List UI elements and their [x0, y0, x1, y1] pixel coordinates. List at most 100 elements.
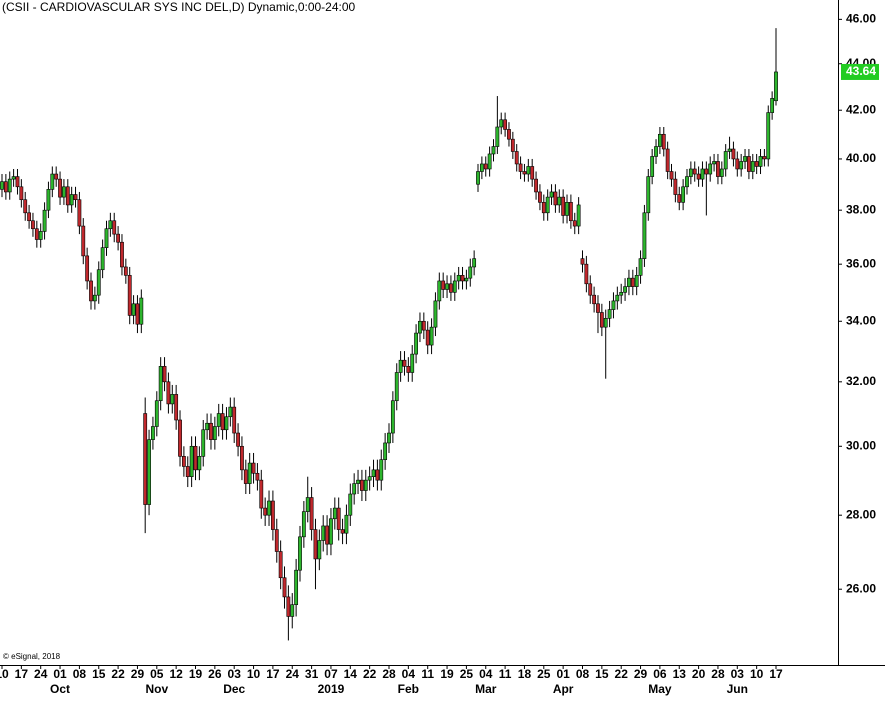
candle-body — [313, 529, 318, 560]
month-label: May — [648, 682, 672, 696]
candle-body — [181, 456, 186, 467]
candle-body — [209, 422, 213, 440]
candle-body — [735, 158, 740, 170]
candle-body — [762, 156, 767, 160]
candle-body — [507, 129, 511, 140]
candle-body — [81, 225, 86, 257]
x-tick-label: 17 — [769, 667, 783, 681]
candle-body — [197, 456, 202, 471]
candle-body — [85, 255, 90, 282]
candle-body — [719, 168, 724, 177]
candle-body — [31, 220, 35, 230]
candle-body — [158, 366, 163, 402]
y-tick-label: 28.00 — [846, 507, 876, 521]
y-tick-label: 38.00 — [846, 202, 876, 216]
candle-body — [534, 178, 538, 193]
candle-body — [139, 297, 144, 325]
candle-body — [615, 294, 620, 302]
candle-body — [42, 209, 47, 232]
candle-body — [27, 212, 31, 222]
candle-body — [15, 176, 20, 188]
candle-body — [766, 112, 771, 160]
month-label: Oct — [50, 682, 70, 696]
x-tick-label: 28 — [382, 667, 396, 681]
candle-body — [19, 186, 24, 201]
candle-body — [375, 469, 380, 481]
candle-body — [460, 275, 465, 282]
candle-body — [750, 161, 755, 172]
y-tick-label: 30.00 — [846, 438, 876, 452]
candle-body — [657, 133, 662, 147]
candle-body — [286, 596, 291, 617]
candle-body — [665, 148, 670, 172]
candle-body — [100, 247, 105, 271]
candle-body — [162, 366, 167, 383]
candle-body — [518, 163, 523, 172]
candle-body — [468, 266, 473, 279]
candle-body — [174, 394, 179, 421]
x-tick-label: 15 — [595, 667, 609, 681]
candle-body — [681, 186, 686, 203]
x-tick-label: 12 — [169, 667, 183, 681]
x-tick-label: 24 — [286, 667, 300, 681]
candle-body — [588, 283, 593, 296]
x-tick-label: 10 — [0, 667, 9, 681]
x-tick-label: 19 — [189, 667, 203, 681]
candle-body — [483, 163, 488, 170]
candle-body — [294, 569, 299, 605]
candle-body — [650, 156, 655, 177]
candle-body — [716, 161, 720, 177]
candle-body — [495, 126, 500, 147]
candle-body — [332, 507, 337, 520]
candle-body — [568, 202, 573, 222]
candle-body — [11, 176, 16, 180]
candle-body — [170, 394, 175, 405]
candle-body — [619, 292, 624, 296]
y-tick-label: 46.00 — [846, 12, 876, 26]
candle-body — [131, 303, 136, 316]
candle-body — [418, 320, 422, 334]
candle-body — [731, 148, 736, 160]
candle-body — [189, 445, 194, 478]
candle-body — [510, 138, 515, 152]
month-label: Mar — [475, 682, 497, 696]
x-tick-label: 22 — [615, 667, 629, 681]
x-tick-label: 01 — [53, 667, 67, 681]
candle-body — [402, 359, 407, 367]
x-tick-label: 20 — [692, 667, 706, 681]
x-tick-label: 25 — [537, 667, 551, 681]
candle-body — [367, 476, 372, 481]
candle-body — [267, 500, 271, 516]
x-tick-label: 08 — [73, 667, 87, 681]
candle-body — [437, 280, 442, 302]
candle-body — [739, 161, 744, 170]
candle-body — [553, 191, 558, 206]
candle-body — [127, 275, 132, 316]
candle-body — [185, 466, 190, 478]
candle-body — [270, 500, 275, 530]
candle-body — [491, 146, 496, 155]
candle-body — [247, 462, 252, 484]
candle-body — [545, 196, 550, 214]
candle-body — [692, 168, 697, 175]
candle-body — [228, 406, 233, 418]
candle-body — [584, 263, 589, 285]
candle-body — [390, 400, 395, 434]
candle-body — [747, 156, 751, 172]
candle-body — [646, 176, 651, 214]
chart-title: (CSII - CARDIOVASCULAR SYS INC DEL,D) Dy… — [2, 0, 356, 14]
candle-body — [201, 429, 206, 457]
candle-body — [758, 156, 763, 167]
candle-body — [251, 462, 256, 474]
candle-body — [599, 312, 604, 328]
candle-body — [603, 318, 608, 328]
x-tick-label: 29 — [131, 667, 145, 681]
y-tick-label: 32.00 — [846, 374, 876, 388]
candle-body — [259, 479, 264, 509]
candle-body — [216, 413, 221, 427]
x-tick-label: 06 — [653, 667, 667, 681]
candle-body — [700, 168, 705, 180]
y-tick-label: 34.00 — [846, 313, 876, 327]
candle-body — [429, 326, 434, 346]
candle-body — [538, 191, 542, 203]
